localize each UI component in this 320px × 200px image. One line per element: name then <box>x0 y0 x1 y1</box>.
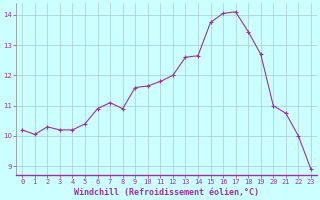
X-axis label: Windchill (Refroidissement éolien,°C): Windchill (Refroidissement éolien,°C) <box>74 188 259 197</box>
